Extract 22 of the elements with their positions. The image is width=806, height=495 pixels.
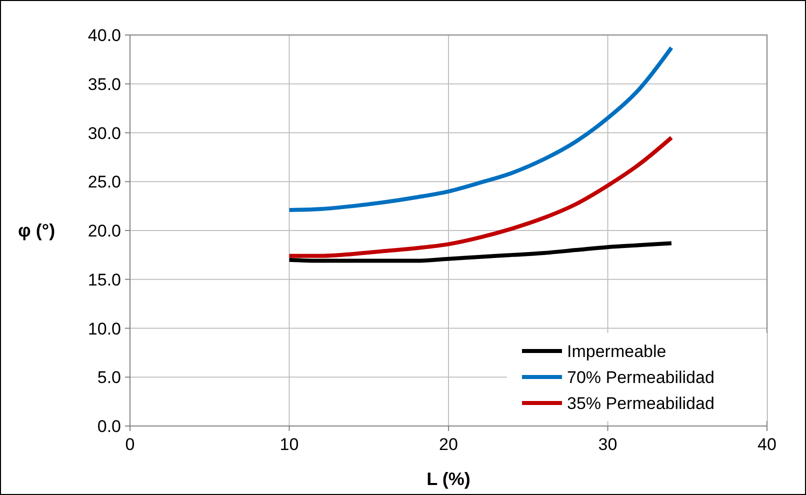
line-series [287, 46, 674, 212]
line-series [287, 241, 674, 263]
x-axis-title: L (%) [426, 469, 470, 489]
y-tick-label: 0.0 [97, 417, 121, 436]
x-tick-label: 0 [125, 435, 135, 454]
y-tick-label: 20.0 [88, 222, 121, 240]
legend-label: 35% Permeabilidad [567, 394, 714, 413]
y-tick-label: 15.0 [88, 270, 121, 290]
y-tick-label: 30.0 [88, 124, 121, 143]
y-tick-label: 5.0 [97, 368, 121, 388]
y-tick-label: 10.0 [88, 319, 121, 338]
x-tick-label: 10 [280, 435, 299, 454]
x-tick-label: 40 [758, 435, 776, 454]
legend-label: Impermeable [567, 342, 666, 361]
y-tick-label: 25.0 [88, 172, 121, 192]
y-tick-label: 35.0 [88, 74, 121, 94]
x-tick-label: 30 [598, 435, 618, 454]
legend-label: 70% Permeabilidad [567, 368, 714, 387]
y-axis-title: φ (°) [18, 220, 56, 240]
y-tick-label: 40.0 [88, 26, 121, 45]
x-tick-label: 20 [439, 435, 458, 454]
line-series [287, 136, 674, 258]
